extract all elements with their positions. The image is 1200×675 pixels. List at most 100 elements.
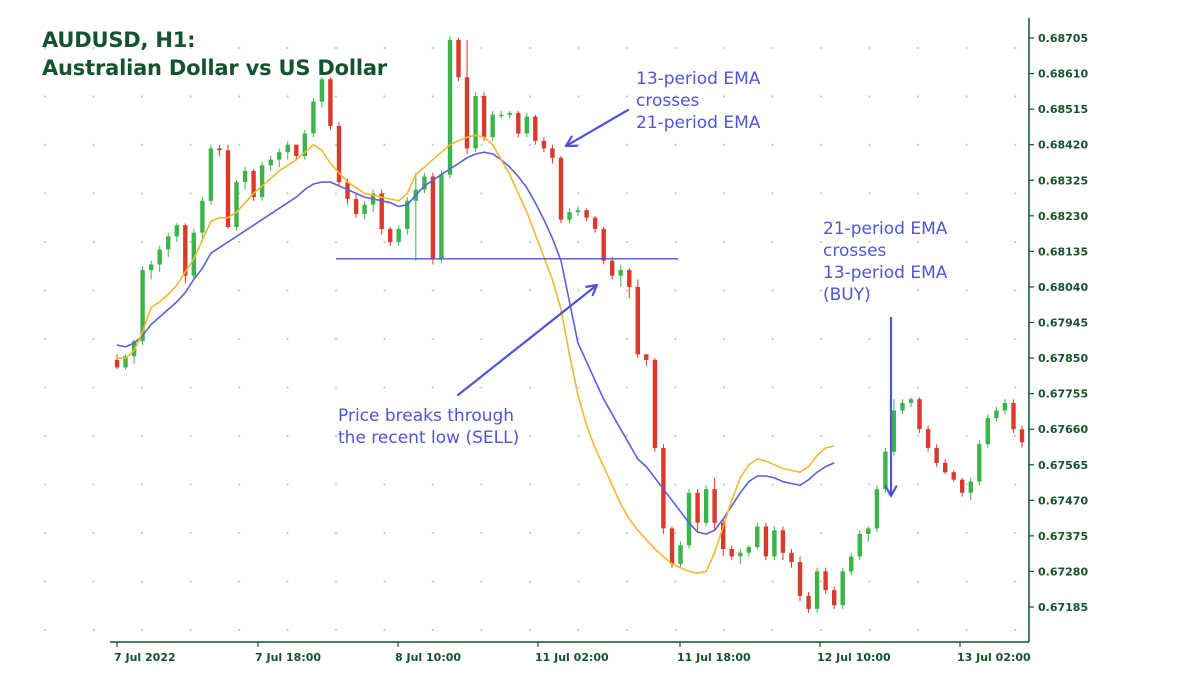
candle	[652, 358, 658, 452]
grid-dot	[577, 240, 580, 244]
grid-dot	[334, 192, 338, 195]
candle-body	[328, 79, 333, 126]
grid-dot	[431, 531, 435, 535]
candle-body	[610, 260, 615, 276]
grid-dot	[431, 628, 435, 632]
y-tick-label: 0.67660	[1038, 423, 1088, 436]
grid-dot	[965, 46, 968, 50]
grid-dot	[868, 434, 871, 438]
grid-dot	[771, 192, 774, 195]
candle	[951, 470, 956, 482]
grid-dot	[771, 46, 774, 50]
candle	[814, 567, 820, 613]
grid-dot	[480, 386, 483, 389]
candle	[618, 264, 623, 287]
grid-dot	[722, 337, 726, 341]
candle	[123, 354, 128, 370]
grid-dot	[625, 95, 629, 98]
grid-dot	[965, 386, 968, 389]
y-tick-label: 0.68040	[1038, 281, 1088, 294]
grid-dot	[431, 46, 435, 50]
grid-dot	[1013, 531, 1017, 535]
x-tick-label: 13 Jul 02:00	[957, 651, 1031, 664]
grid-dot	[140, 95, 144, 98]
grid-dot	[625, 46, 629, 50]
grid-dot	[771, 337, 774, 341]
grid-dot	[916, 483, 920, 486]
candle	[738, 548, 743, 564]
candle	[439, 170, 444, 263]
grid-dot	[431, 580, 435, 583]
grid-dot	[528, 95, 532, 98]
candle-body	[934, 447, 939, 463]
grid-dot	[237, 580, 241, 583]
y-tick-label: 0.68420	[1038, 139, 1088, 152]
grid-dot	[819, 289, 823, 292]
grid-dot	[819, 240, 823, 244]
candle	[302, 129, 307, 160]
candle-body	[558, 157, 564, 220]
grid-dot	[1013, 434, 1017, 438]
candle	[191, 228, 196, 280]
candle-body	[746, 547, 751, 553]
candle	[362, 200, 367, 220]
x-axis-ticks: 7 Jul 2022 7 Jul 18:00 8 Jul 10:00 11 Jul 0…	[114, 642, 1031, 664]
y-tick-label: 0.67755	[1038, 388, 1088, 401]
grid-dot	[1013, 483, 1017, 486]
grid-dot	[286, 240, 289, 244]
grid-dot	[916, 46, 920, 50]
grid-dot	[43, 531, 47, 535]
y-tick-label: 0.68325	[1038, 174, 1088, 187]
grid-dot	[528, 386, 532, 389]
grid-dot	[286, 95, 289, 98]
candle	[473, 92, 478, 153]
candle	[464, 39, 470, 155]
grid-dot	[771, 434, 774, 438]
grid-dot	[625, 580, 629, 583]
grid-dot	[965, 434, 968, 438]
grid-dot	[92, 337, 95, 341]
grid-dot	[674, 240, 677, 244]
grid-dot	[92, 580, 95, 583]
y-tick-label: 0.67850	[1038, 352, 1088, 365]
candle	[934, 444, 939, 467]
grid-dot	[286, 483, 289, 486]
candle-body	[627, 270, 632, 287]
candle-body	[507, 112, 512, 115]
grid-dot	[431, 143, 435, 147]
candle-body	[149, 264, 154, 271]
candle	[729, 545, 734, 561]
grid-dot	[674, 289, 677, 292]
candle	[712, 477, 717, 531]
grid-dot	[383, 337, 386, 341]
candle-body	[943, 462, 948, 473]
candle-body	[1002, 403, 1008, 411]
candle	[968, 477, 973, 501]
grid-dot	[1013, 628, 1017, 632]
y-tick-label: 0.67470	[1038, 494, 1088, 507]
candle	[370, 189, 376, 213]
grid-dot	[140, 580, 144, 583]
candle	[866, 526, 871, 542]
y-tick-label: 0.68135	[1038, 245, 1088, 258]
candle-body	[516, 112, 521, 134]
grid-dot	[577, 434, 580, 438]
candle-body	[490, 114, 495, 138]
candle-body	[780, 530, 786, 553]
grid-dot	[965, 337, 968, 341]
candle	[900, 399, 905, 415]
grid-dot	[625, 386, 629, 389]
candle	[627, 268, 632, 299]
x-tick-label: 11 Jul 02:00	[535, 651, 609, 664]
candle-body	[951, 472, 956, 480]
grid-dot	[625, 434, 629, 438]
candle-body	[140, 270, 145, 342]
candle-body	[524, 116, 529, 134]
grid-dot	[431, 434, 435, 438]
candle	[610, 256, 615, 280]
grid-dot	[771, 483, 774, 486]
candle	[917, 397, 922, 433]
candle-body	[319, 79, 325, 102]
grid-dot	[916, 337, 920, 341]
grid-dot	[625, 483, 629, 486]
